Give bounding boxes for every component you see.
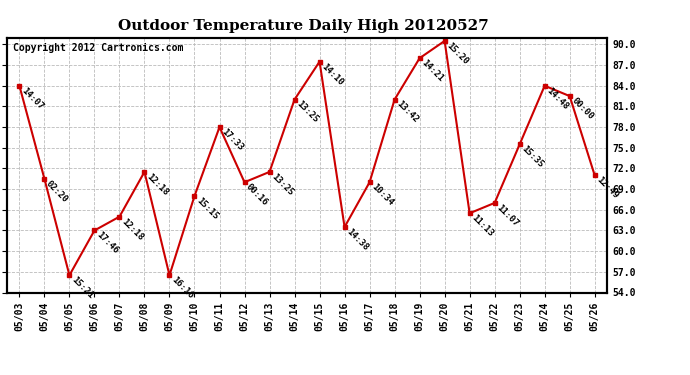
Text: 13:25: 13:25 [270, 172, 295, 197]
Text: 14:10: 14:10 [319, 62, 345, 87]
Text: 12:49: 12:49 [595, 176, 620, 201]
Text: 13:42: 13:42 [395, 99, 420, 125]
Text: 02:20: 02:20 [44, 179, 70, 204]
Text: 11:07: 11:07 [495, 203, 520, 228]
Text: 13:25: 13:25 [295, 99, 320, 125]
Text: 15:20: 15:20 [444, 41, 470, 66]
Text: 16:16: 16:16 [170, 275, 195, 301]
Text: Outdoor Temperature Daily High 20120527: Outdoor Temperature Daily High 20120527 [118, 19, 489, 33]
Text: 14:38: 14:38 [344, 227, 370, 252]
Text: 11:13: 11:13 [470, 213, 495, 238]
Text: 00:16: 00:16 [244, 182, 270, 208]
Text: 14:21: 14:21 [420, 58, 445, 84]
Text: 10:34: 10:34 [370, 182, 395, 208]
Text: 17:33: 17:33 [219, 127, 245, 153]
Text: 15:15: 15:15 [195, 196, 220, 221]
Text: 17:46: 17:46 [95, 231, 120, 256]
Text: 14:07: 14:07 [19, 86, 45, 111]
Text: 14:48: 14:48 [544, 86, 570, 111]
Text: 12:18: 12:18 [119, 217, 145, 242]
Text: 15:21: 15:21 [70, 275, 95, 301]
Text: 00:00: 00:00 [570, 96, 595, 122]
Text: Copyright 2012 Cartronics.com: Copyright 2012 Cartronics.com [13, 43, 184, 52]
Text: 12:18: 12:18 [144, 172, 170, 197]
Text: 15:35: 15:35 [520, 144, 545, 170]
